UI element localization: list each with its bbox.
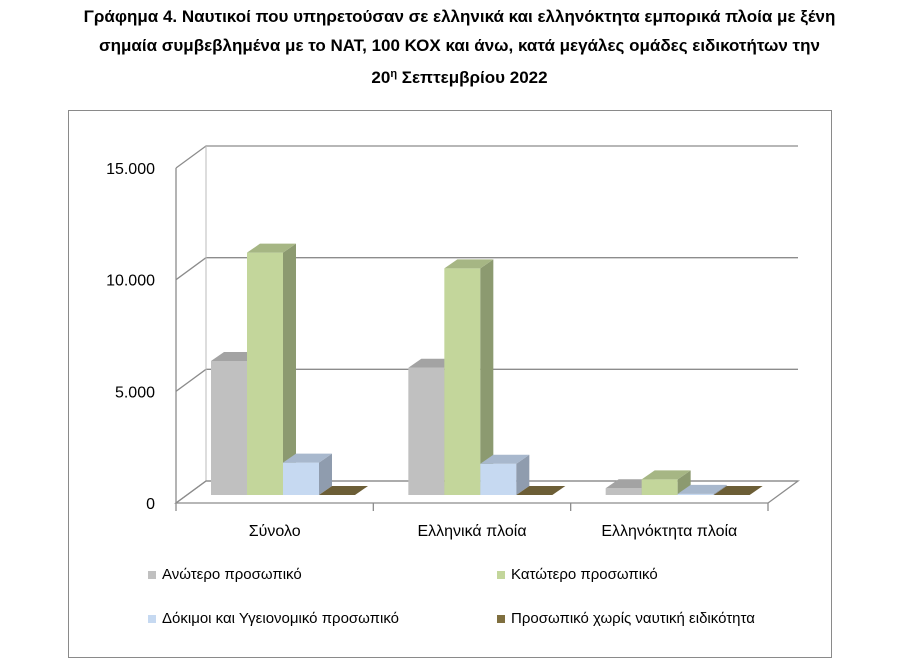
legend-swatch xyxy=(148,614,156,623)
x-category-label: Σύνολο xyxy=(249,523,301,540)
bar xyxy=(516,486,566,495)
chart-title-line-2: σημαία συμβεβλημένα με το ΝΑΤ, 100 ΚΟΧ κ… xyxy=(99,36,820,55)
bar-front xyxy=(247,252,283,495)
legend-label: Δόκιμοι και Υγειονομικό προσωπικό xyxy=(162,610,400,627)
bar-front xyxy=(444,268,481,495)
bar xyxy=(283,453,332,495)
bar xyxy=(641,470,691,495)
legend-swatch xyxy=(497,570,505,579)
y-tick-label: 15.000 xyxy=(106,161,155,178)
bar-front xyxy=(605,488,642,495)
legend-item: Προσωπικό χωρίς ναυτική ειδικότητα xyxy=(497,610,755,627)
legend-item: Ανώτερο προσωπικό xyxy=(148,566,302,583)
gridline xyxy=(175,145,798,169)
title-date-superscript: η xyxy=(390,68,398,80)
bar xyxy=(677,484,727,495)
title-date-rest: Σεπτεμβρίου 2022 xyxy=(397,68,548,87)
chart-title: Γράφημα 4. Ναυτικοί που υπηρετούσαν σε ε… xyxy=(0,2,919,92)
bar-top xyxy=(283,453,332,463)
bar-top xyxy=(677,484,727,494)
legend: Ανώτερο προσωπικό Κατώτερο προσωπικό Δόκιμ… xyxy=(148,560,848,640)
legend-item: Δόκιμοι και Υγειονομικό προσωπικό xyxy=(148,610,399,627)
y-tick-label: 10.000 xyxy=(106,273,155,290)
chart-title-line-1: Γράφημα 4. Ναυτικοί που υπηρετούσαν σε ε… xyxy=(83,7,836,26)
bar-side xyxy=(283,243,296,495)
bar-side xyxy=(677,470,691,495)
y-tick-label: 5.000 xyxy=(115,384,155,401)
chart-title-line-3: 20η Σεπτεμβρίου 2022 xyxy=(0,60,919,92)
bar-front xyxy=(408,367,445,495)
bar-front xyxy=(283,462,319,495)
bar-side xyxy=(319,453,332,495)
legend-label: Προσωπικό χωρίς ναυτική ειδικότητα xyxy=(511,610,755,627)
bar-side xyxy=(713,484,727,495)
y-tick-label: 0 xyxy=(146,496,155,513)
bar-front xyxy=(480,463,517,495)
bar-front xyxy=(641,479,678,495)
bar-top xyxy=(641,470,691,480)
legend-label: Κατώτερο προσωπικό xyxy=(511,566,658,583)
legend-swatch xyxy=(148,570,156,579)
bar-top xyxy=(713,486,763,495)
bar xyxy=(247,243,296,495)
bar-top xyxy=(319,486,368,495)
bar-top xyxy=(247,243,296,253)
bar-top xyxy=(516,486,566,495)
bar-side xyxy=(480,259,494,495)
bar-top xyxy=(444,259,494,269)
bar xyxy=(713,486,763,495)
bar xyxy=(444,259,494,495)
bar xyxy=(319,486,368,495)
bar-side xyxy=(516,454,530,495)
legend-item: Κατώτερο προσωπικό xyxy=(497,566,658,583)
chart-area xyxy=(68,110,832,658)
bar xyxy=(480,454,530,495)
bar-front xyxy=(677,493,714,495)
bar-top xyxy=(480,454,530,464)
x-category-label: Ελληνόκτητα πλοία xyxy=(601,523,737,540)
title-date-day: 20 xyxy=(371,68,391,87)
legend-label: Ανώτερο προσωπικό xyxy=(162,566,302,583)
legend-swatch xyxy=(497,614,505,623)
bar-front xyxy=(211,361,247,495)
x-category-label: Ελληνικά πλοία xyxy=(417,523,526,540)
